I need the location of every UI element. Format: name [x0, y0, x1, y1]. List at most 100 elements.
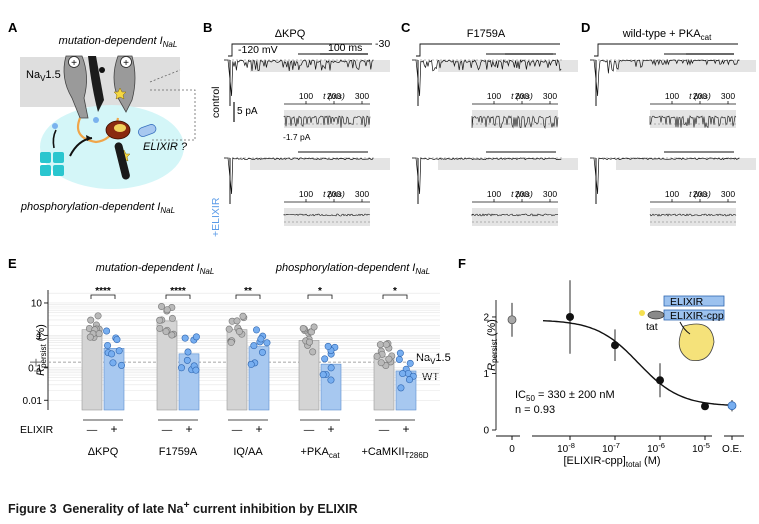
tat-tag	[647, 310, 665, 320]
mutation-star-top	[113, 87, 127, 100]
group-label: ΔKPQ	[88, 446, 119, 458]
f-x-tick-label: 10-7	[602, 441, 620, 455]
elixir-minus: —	[304, 424, 315, 436]
f-data-point	[701, 402, 709, 411]
inset-axis-label: t (ms)	[511, 91, 533, 101]
panel-letter-e: E	[8, 256, 17, 271]
y-tick-label: 0.01	[23, 396, 43, 407]
panel-f: Rpersist (%) [ELIXIR-cpp]total (M) IC50 …	[486, 295, 725, 469]
sig-bracket	[235, 294, 261, 299]
v-step-label: -30	[375, 38, 390, 50]
kinase-icon	[40, 152, 64, 176]
current-trace	[224, 59, 374, 97]
point-control	[94, 312, 102, 320]
kinase-arrowhead	[86, 135, 92, 141]
f-oe-point	[727, 401, 737, 411]
current-trace	[412, 157, 562, 195]
point-control	[156, 324, 164, 332]
baseline-band	[438, 60, 578, 72]
inset-trace	[283, 115, 371, 128]
inset-trace	[649, 115, 737, 128]
f-data-point	[566, 312, 574, 321]
inset-tick-label: 200	[327, 91, 341, 101]
inset-band	[650, 208, 736, 226]
point-control	[86, 333, 94, 341]
inset-tick-label: 100	[487, 91, 501, 101]
elixir-minus: —	[87, 424, 98, 436]
elixir-minus: —	[232, 424, 243, 436]
inset-tick-label: 200	[327, 189, 341, 199]
inset-ref-label: -1.7 pA	[283, 132, 311, 142]
kinase-arrow-2	[52, 129, 57, 149]
group-label: IQ/AA	[233, 446, 263, 458]
y-tick-label: 0.1	[28, 363, 42, 374]
inset-axis-label: t (ms)	[689, 189, 711, 199]
wt-label: NaV1.5	[416, 352, 451, 366]
inset-tick-label: 300	[543, 91, 557, 101]
bar-elixir-2	[248, 346, 270, 411]
elixir-question-label: ELIXIR ?	[143, 141, 188, 153]
point-control	[227, 338, 235, 346]
f-x-tick-label: O.E.	[722, 444, 742, 455]
sig-bracket	[90, 294, 116, 299]
sig-bracket	[165, 294, 191, 299]
point-control	[299, 325, 307, 333]
inset-tick-label: 200	[515, 91, 529, 101]
time-scale-label: 100 ms	[328, 42, 362, 54]
inset-axis-label: t (ms)	[511, 189, 533, 199]
phospho-site-2	[93, 117, 99, 123]
point-elixir	[181, 334, 189, 342]
point-elixir	[397, 384, 405, 392]
point-elixir	[396, 349, 404, 357]
panel-a-title-bottom: phosphorylation-dependent INaL	[20, 201, 175, 215]
channel-domain-dark	[88, 56, 104, 112]
plus-charge-right	[120, 56, 132, 68]
point-control	[156, 316, 164, 324]
point-elixir	[103, 327, 111, 335]
panel-letter-b: B	[203, 20, 212, 35]
f-y-tick-label: 1	[483, 369, 489, 380]
elixir-plus: +	[110, 422, 117, 436]
inset-tick-label: 300	[355, 91, 369, 101]
point-control	[162, 328, 170, 336]
point-elixir	[324, 342, 332, 350]
point-control	[158, 303, 166, 311]
point-control	[95, 330, 103, 338]
sig-stars: ****	[170, 286, 186, 297]
elixir-plus: +	[255, 422, 262, 436]
point-control	[376, 341, 384, 349]
point-elixir	[192, 333, 200, 341]
bar-control-1	[156, 320, 178, 411]
inset-trace	[283, 213, 371, 217]
point-elixir	[183, 356, 191, 364]
sig-stars: *	[393, 286, 397, 297]
inset-band	[284, 208, 370, 226]
point-elixir	[252, 326, 260, 334]
elixir-row-label: ELIXIR	[20, 424, 54, 436]
current-trace	[590, 58, 740, 97]
plus-sign-right: +	[123, 58, 129, 69]
panel-a-schematic: mutation-dependent INaL + + NaV1.5 ELIXI…	[20, 35, 196, 215]
point-elixir	[108, 350, 116, 358]
point-control	[309, 348, 317, 356]
sig-stars: *	[318, 286, 322, 297]
plus-charge-left	[68, 56, 80, 68]
inset-trace	[649, 213, 737, 217]
inset-tick-label: 200	[515, 189, 529, 199]
tat-glow	[639, 310, 645, 316]
panel-c-title: F1759A	[467, 28, 506, 40]
point-elixir	[250, 342, 258, 350]
inset-trace	[471, 115, 559, 129]
point-control	[168, 314, 176, 322]
panel-c: F1759A	[416, 28, 560, 57]
inset-tick-label: 100	[299, 91, 313, 101]
point-elixir	[113, 336, 121, 344]
legend-elixir-label: ELIXIR	[670, 296, 704, 308]
legend-elixir-swatch	[663, 295, 725, 307]
guide-lines	[149, 69, 196, 141]
baseline-band	[250, 158, 390, 170]
inset-tick-label: 200	[693, 91, 707, 101]
point-control	[385, 355, 393, 363]
figure-caption: Figure 3 Generality of late Na+ current i…	[8, 500, 358, 516]
